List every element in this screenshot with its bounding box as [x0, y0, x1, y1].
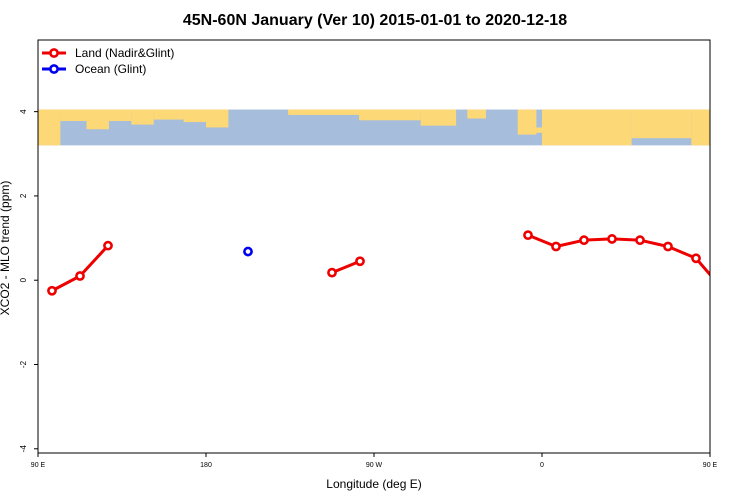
world-map-strip: [38, 109, 750, 146]
x-tick-label: 90 W: [366, 462, 383, 469]
map-land: [359, 109, 421, 121]
data-point: [327, 267, 337, 278]
x-tick-label: 90 E: [31, 462, 46, 469]
data-point: [720, 287, 727, 294]
data-point: [607, 234, 617, 244]
series-line: [331, 259, 361, 275]
data-point: [523, 230, 533, 241]
map-land: [153, 109, 184, 120]
legend-swatch-marker: [49, 64, 59, 74]
map-land: [183, 109, 206, 123]
y-axis-ticks: -4 -2 0 2 4: [19, 109, 38, 452]
plot-frame: [37, 39, 711, 454]
map-land: [38, 109, 61, 146]
x-axis-label: Longitude (deg E): [326, 477, 421, 491]
x-tick-label: 0: [540, 462, 544, 469]
legend-label: Ocean (Glint): [75, 62, 146, 76]
series-layer: [47, 230, 727, 296]
data-point: [579, 235, 589, 246]
y-tick-label: 2: [19, 193, 28, 198]
legend: Land (Nadir&Glint) Ocean (Glint): [42, 46, 174, 76]
map-land: [691, 109, 710, 146]
data-point: [663, 241, 673, 252]
legend-label: Land (Nadir&Glint): [75, 46, 174, 60]
data-point: [691, 253, 701, 264]
data-point: [47, 285, 57, 296]
data-point: [551, 241, 561, 252]
series-line: [527, 233, 710, 277]
series-line: [51, 244, 110, 293]
series-group: [47, 230, 727, 296]
map-land: [532, 127, 546, 133]
x-tick-label: 90 E: [703, 462, 718, 469]
map-land: [542, 109, 632, 146]
map-land: [86, 120, 109, 130]
map-land: [517, 109, 537, 135]
map-land: [288, 109, 360, 115]
data-point: [355, 256, 365, 267]
chart-title: 45N-60N January (Ver 10) 2015-01-01 to 2…: [183, 12, 567, 29]
series-group: [243, 246, 253, 257]
y-tick-label: -4: [19, 445, 28, 453]
map-land: [467, 109, 486, 119]
map-land: [631, 109, 692, 139]
y-tick-label: 0: [19, 277, 28, 282]
map-land: [710, 110, 750, 123]
map-land: [131, 109, 154, 125]
data-point: [635, 235, 645, 246]
data-point: [75, 271, 85, 281]
x-tick-label: 180: [200, 462, 212, 469]
map-land: [60, 109, 132, 121]
y-tick-label: -2: [19, 360, 28, 368]
data-point: [103, 240, 113, 251]
legend-swatch-marker: [49, 48, 59, 58]
y-axis-label: XCO2 - MLO trend (ppm): [0, 181, 12, 316]
map-land: [206, 109, 229, 128]
map-land: [420, 109, 457, 126]
data-point: [243, 246, 253, 257]
y-tick-label: 4: [19, 109, 28, 114]
